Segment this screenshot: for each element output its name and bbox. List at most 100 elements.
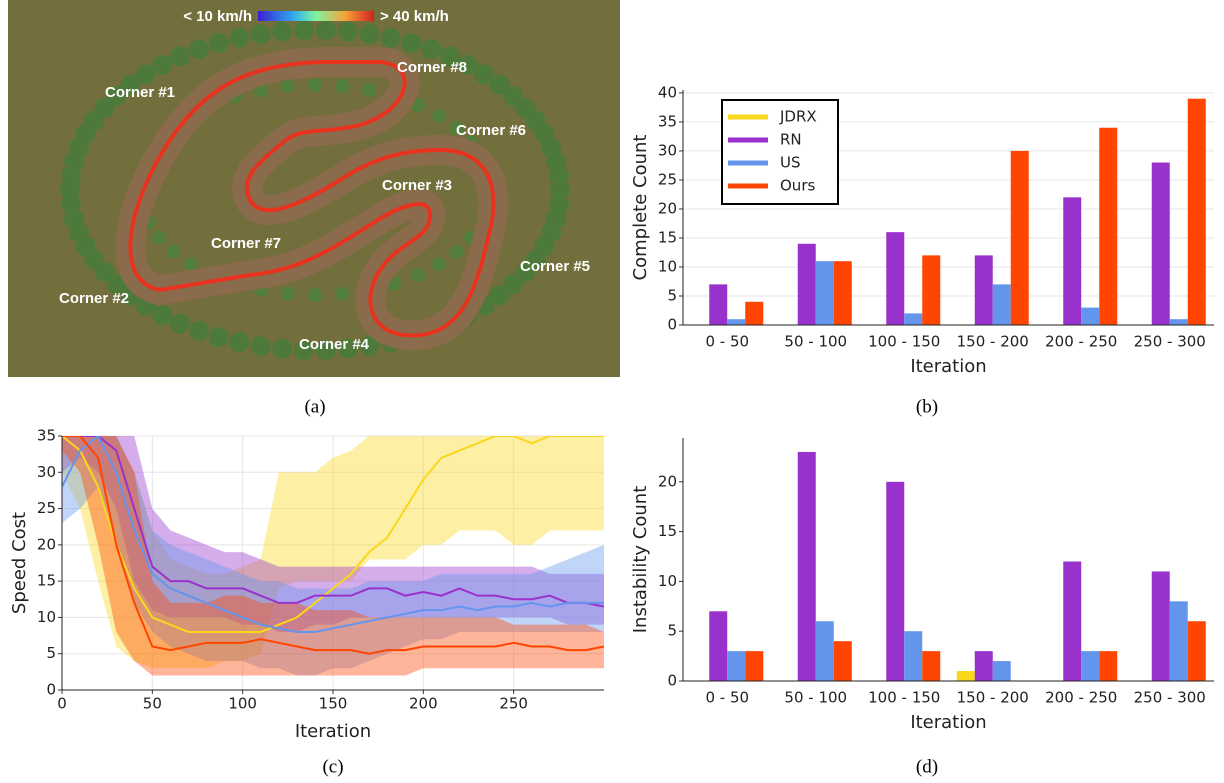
tree xyxy=(152,230,167,245)
y-tick-label: 30 xyxy=(37,463,56,481)
bar xyxy=(815,261,834,325)
x-axis-label: Iteration xyxy=(910,712,986,733)
y-tick-label: 25 xyxy=(658,170,677,188)
tree xyxy=(359,335,380,356)
y-axis-label: Instability Count xyxy=(630,486,651,634)
y-tick-label: 15 xyxy=(658,522,677,540)
speed-high-label: > 40 km/h xyxy=(380,8,449,25)
y-tick-label: 35 xyxy=(658,112,677,130)
bar xyxy=(709,284,728,325)
bar xyxy=(797,451,816,681)
y-tick-label: 0 xyxy=(667,316,677,334)
x-tick-label: 150 - 200 xyxy=(957,333,1029,351)
x-tick-label: 0 - 50 xyxy=(705,689,749,707)
corner-label: Corner #2 xyxy=(59,290,129,307)
tree xyxy=(208,32,229,53)
corner-label: Corner #5 xyxy=(520,258,590,275)
tree xyxy=(208,327,229,348)
tree xyxy=(280,79,295,94)
tree xyxy=(489,285,510,306)
bar xyxy=(727,651,746,681)
tree xyxy=(308,78,322,92)
bar xyxy=(904,313,923,325)
tree xyxy=(188,39,209,60)
tree xyxy=(250,335,271,356)
tree xyxy=(549,165,570,186)
tree xyxy=(166,244,181,259)
y-tick-label: 0 xyxy=(667,672,677,690)
y-tick-label: 40 xyxy=(658,83,677,101)
x-tick-label: 50 - 100 xyxy=(784,333,847,351)
tree xyxy=(135,64,156,85)
bar xyxy=(1099,127,1118,325)
speed-colorbar xyxy=(258,11,374,21)
tree xyxy=(401,32,422,53)
x-tick-label: 150 xyxy=(319,695,348,713)
bar xyxy=(886,481,905,681)
tree xyxy=(60,194,81,215)
bar xyxy=(992,284,1011,325)
caption: (c) xyxy=(322,756,343,777)
error-band xyxy=(62,436,604,632)
error-band xyxy=(62,436,604,676)
tree xyxy=(308,288,322,302)
bar xyxy=(727,319,746,325)
tree xyxy=(380,27,401,48)
bar xyxy=(1010,150,1029,325)
tree xyxy=(362,83,377,98)
tree xyxy=(335,286,350,301)
bar xyxy=(745,301,764,325)
bar xyxy=(745,651,764,681)
tree xyxy=(421,39,442,60)
x-tick-label: 200 - 250 xyxy=(1045,689,1117,707)
tree xyxy=(489,74,510,95)
bar xyxy=(1063,197,1082,325)
tree xyxy=(315,20,336,41)
y-tick-label: 25 xyxy=(37,499,56,517)
y-tick-label: 5 xyxy=(667,286,677,304)
x-tick-label: 100 - 150 xyxy=(868,689,940,707)
legend-label: US xyxy=(780,154,801,172)
x-tick-label: 50 - 100 xyxy=(784,689,847,707)
y-tick-label: 15 xyxy=(37,572,56,590)
tree xyxy=(152,305,173,326)
tree xyxy=(170,313,191,334)
bar xyxy=(1063,561,1082,681)
x-tick-label: 200 xyxy=(409,695,438,713)
y-tick-label: 20 xyxy=(658,199,677,217)
legend-label: RN xyxy=(780,131,802,149)
line xyxy=(62,436,604,608)
tree xyxy=(188,320,209,341)
x-tick-label: 50 xyxy=(143,695,162,713)
plot-area xyxy=(62,436,604,676)
tree xyxy=(272,21,293,42)
tree xyxy=(457,54,478,75)
y-tick-label: 35 xyxy=(37,427,56,445)
bar xyxy=(1099,651,1118,681)
corner-label: Corner #6 xyxy=(456,122,526,139)
y-tick-label: 5 xyxy=(667,622,677,640)
bar xyxy=(956,671,975,681)
error-band xyxy=(62,436,604,676)
bar xyxy=(974,255,993,325)
bar xyxy=(833,261,852,325)
bar xyxy=(833,641,852,681)
y-tick-label: 10 xyxy=(37,608,56,626)
bar xyxy=(1151,571,1170,681)
caption: (a) xyxy=(304,396,325,417)
bar xyxy=(1151,162,1170,325)
tree xyxy=(449,121,464,136)
bar xyxy=(1187,621,1206,681)
line xyxy=(62,436,604,655)
speed-low-label: < 10 km/h xyxy=(183,8,252,25)
tree xyxy=(229,27,250,48)
bar xyxy=(1187,98,1206,325)
x-tick-label: 250 xyxy=(499,695,528,713)
tree xyxy=(550,180,570,200)
bar xyxy=(886,232,905,325)
x-tick-label: 0 xyxy=(57,695,67,713)
y-tick-label: 10 xyxy=(658,572,677,590)
bar xyxy=(922,255,941,325)
tree xyxy=(474,64,495,85)
